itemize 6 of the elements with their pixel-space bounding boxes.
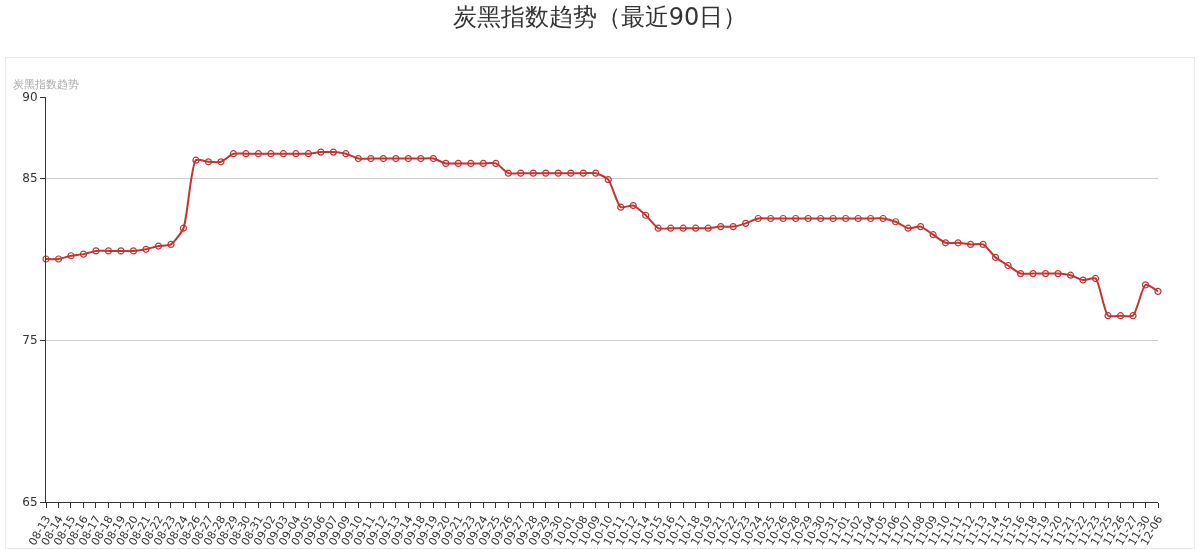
y-tick-label: 90 xyxy=(22,90,38,105)
y-tick-label: 65 xyxy=(22,495,38,510)
y-tick-label: 75 xyxy=(22,333,38,348)
y-axis-title: 炭黑指数趋势 xyxy=(13,78,79,91)
chart-title: 炭黑指数趋势（最近90日） xyxy=(452,3,748,32)
y-tick-label: 85 xyxy=(22,171,38,186)
